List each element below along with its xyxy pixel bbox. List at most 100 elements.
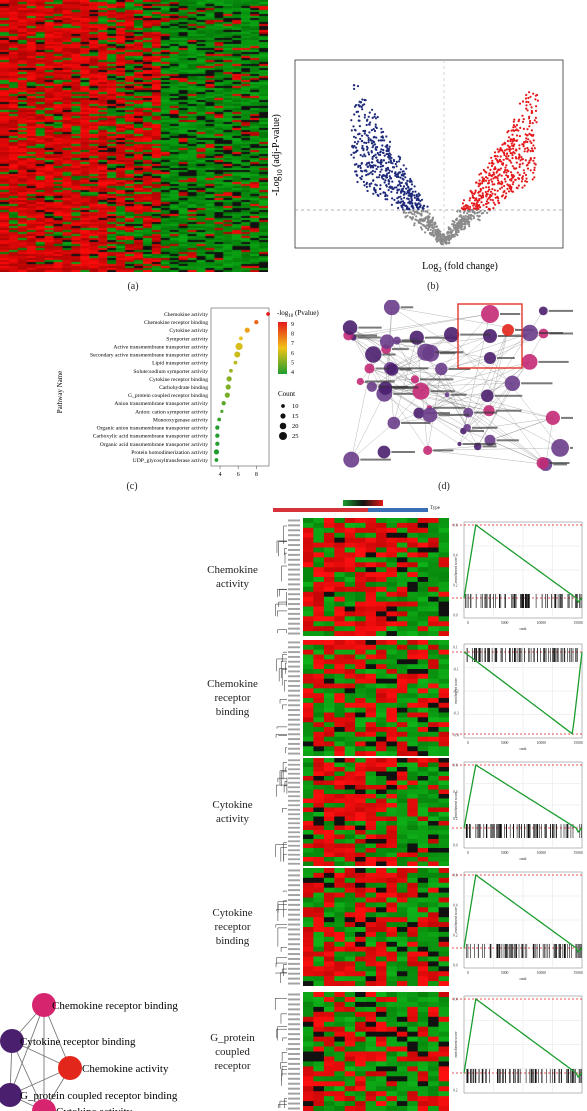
emap-node-label <box>397 367 429 370</box>
volcano-point <box>377 153 380 156</box>
heatmap-cell <box>313 683 325 689</box>
heatmap-cell <box>438 1076 449 1082</box>
heatmap-cell <box>417 762 429 768</box>
heatmap-cell <box>334 907 346 913</box>
heatmap-cell <box>438 1081 449 1087</box>
heatmap-cell <box>428 712 439 718</box>
heatmap-cell <box>365 762 377 768</box>
volcano-point <box>376 159 379 162</box>
heatmap-cell <box>344 1106 356 1111</box>
heatmap-cell <box>303 1096 314 1102</box>
heatmap-cell <box>386 702 398 708</box>
gene-label <box>288 813 300 816</box>
heatmap-cell <box>376 821 387 826</box>
heatmap-cell <box>365 659 377 665</box>
x-tick-label: 5000 <box>501 851 509 855</box>
color-tick-label: 9 <box>291 322 294 328</box>
heatmap-cell <box>323 857 335 862</box>
heatmap-cell <box>428 717 439 723</box>
emap-node-label <box>548 309 573 312</box>
heatmap-cell <box>323 616 335 622</box>
heatmap-cell <box>313 861 325 866</box>
heatmap-cell <box>407 659 419 665</box>
heatmap-cell <box>428 731 439 737</box>
heatmap-cell <box>396 857 408 862</box>
heatmap-cell <box>438 771 449 777</box>
heatmap-cell <box>438 707 449 713</box>
heatmap-cell <box>428 1066 439 1072</box>
heatmap-cell <box>386 542 398 548</box>
heatmap-cell <box>438 1091 449 1097</box>
emap-node <box>521 354 538 370</box>
volcano-point <box>354 136 357 139</box>
volcano-point <box>529 103 532 106</box>
heatmap-cell <box>355 992 366 998</box>
x-tick-label: 10000 <box>537 621 547 625</box>
heatmap-cell <box>355 816 366 822</box>
volcano-point <box>361 155 364 158</box>
dendrogram-branch <box>282 1037 287 1042</box>
heatmap-cell <box>407 591 419 598</box>
heatmap-cell <box>376 1041 387 1047</box>
heatmap-cell <box>344 922 356 928</box>
heatmap-cell <box>407 892 419 898</box>
heatmap-cell <box>313 922 325 928</box>
pathway-label: Cytokine activity <box>169 328 208 334</box>
volcano-point <box>520 156 523 159</box>
heatmap-cell <box>428 1026 439 1033</box>
heatmap-cell <box>334 961 346 967</box>
heatmap-cell <box>438 727 449 733</box>
heatmap-cell <box>365 557 377 563</box>
heatmap-cell <box>323 922 335 928</box>
heatmap-cell <box>355 591 366 598</box>
emap-node-label <box>549 462 570 464</box>
volcano-point <box>402 193 405 196</box>
dendrogram-branch <box>281 668 287 686</box>
heatmap-cell <box>407 843 419 849</box>
volcano-point <box>367 115 370 118</box>
heatmap-cell <box>386 927 398 933</box>
heatmap-cell <box>376 816 387 822</box>
volcano-point <box>502 191 505 194</box>
dendrogram-branch <box>283 900 287 918</box>
heatmap-cell <box>438 927 449 933</box>
heatmap-cell <box>407 644 419 650</box>
gene-label <box>288 840 300 843</box>
heatmap-cell <box>438 848 449 853</box>
volcano-point <box>504 195 507 198</box>
heatmap-cell <box>355 567 366 573</box>
dot-point <box>234 351 241 358</box>
volcano-point <box>521 120 525 123</box>
heatmap-cell <box>323 751 335 756</box>
volcano-point <box>485 195 488 198</box>
heatmap-cell <box>344 1006 356 1013</box>
heatmap-cell <box>396 882 408 889</box>
volcano-point <box>417 208 420 211</box>
gsea-row-label-line: activity <box>216 813 249 825</box>
heatmap-cell <box>355 1061 366 1067</box>
dendrogram-branch <box>281 1069 287 1082</box>
volcano-point <box>505 155 508 158</box>
heatmap-cell <box>365 616 377 622</box>
network-node <box>58 1056 82 1080</box>
color-tick-label: 7 <box>291 341 294 347</box>
volcano-point <box>517 177 520 180</box>
heatmap-cell <box>303 649 314 655</box>
heatmap-cell <box>376 857 387 862</box>
heatmap-cell <box>376 1091 387 1097</box>
heatmap-cell <box>438 736 449 742</box>
heatmap-cell <box>386 1101 398 1107</box>
volcano-point <box>365 174 368 177</box>
heatmap-cell <box>365 816 377 822</box>
heatmap-cell <box>344 780 356 786</box>
volcano-point <box>527 138 530 141</box>
volcano-point <box>401 204 404 207</box>
gene-label <box>288 817 300 820</box>
gene-label <box>288 670 300 673</box>
heatmap-cell <box>396 785 408 790</box>
heatmap-cell <box>428 688 439 694</box>
heatmap-cell <box>417 1036 429 1042</box>
heatmap-cell <box>323 518 335 524</box>
dendrogram-branch <box>280 771 287 787</box>
heatmap-cell <box>334 830 346 835</box>
